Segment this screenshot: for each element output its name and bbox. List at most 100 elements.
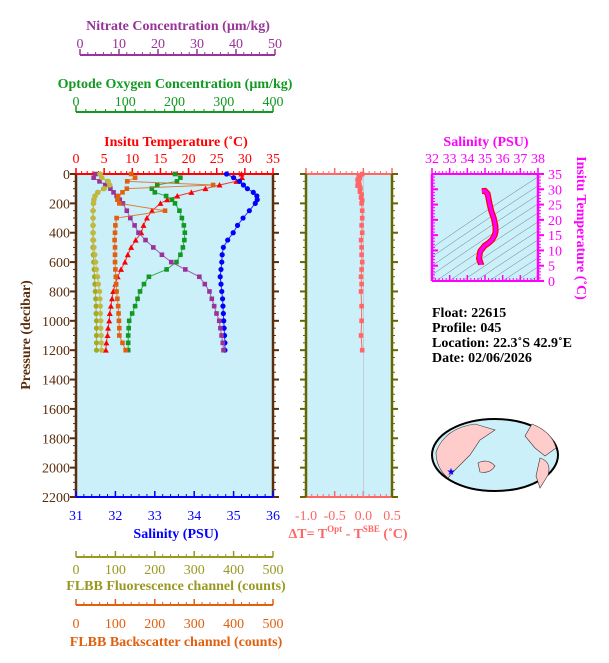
nitrate-tick-label: 50 bbox=[268, 37, 282, 52]
backscatter-data-point bbox=[112, 237, 117, 243]
temperature-data-point bbox=[109, 295, 116, 302]
temperature-data-point bbox=[174, 193, 181, 199]
delta-t-data-point bbox=[359, 192, 364, 197]
backscatter-data-point bbox=[114, 215, 119, 221]
delta-t-data-point bbox=[359, 252, 364, 258]
float-id: Float: 22615 bbox=[432, 306, 506, 321]
delta-t-data-point bbox=[358, 333, 364, 338]
pressure-tick-label: 1000 bbox=[42, 315, 70, 330]
backscatter-data-point bbox=[162, 208, 168, 214]
temperature-data-point bbox=[188, 189, 195, 195]
backscatter-data-point bbox=[117, 325, 122, 331]
nitrate-data-point bbox=[124, 208, 130, 214]
temperature-tick-label: 10 bbox=[125, 152, 139, 167]
salinity-data-point bbox=[246, 208, 252, 214]
nitrate-tick-label: 0 bbox=[77, 37, 84, 52]
salinity-data-point bbox=[221, 318, 227, 324]
backscatter-data-point bbox=[120, 340, 125, 346]
temperature-data-point bbox=[106, 310, 113, 316]
temperature-data-point bbox=[102, 347, 109, 353]
backscatter-data-point bbox=[112, 230, 118, 236]
ts-temperature-tick-label: 10 bbox=[548, 244, 562, 259]
fluorescence-data-point bbox=[95, 189, 101, 195]
fluorescence-data-point bbox=[101, 186, 107, 192]
fluorescence-axis-title: FLBB Fluorescence channel (counts) bbox=[66, 579, 286, 594]
temperature-data-point bbox=[239, 174, 246, 181]
ts-temperature-tick-label: 20 bbox=[548, 214, 562, 229]
salinity-data-point bbox=[219, 252, 225, 258]
fluorescence-data-point bbox=[91, 200, 97, 206]
fluorescence-data-point bbox=[90, 222, 96, 228]
pressure-tick-label: 0 bbox=[63, 168, 70, 183]
nitrate-data-point bbox=[143, 237, 148, 243]
fluorescence-data-point bbox=[97, 288, 103, 295]
temperature-tick-label: 25 bbox=[210, 152, 224, 167]
ts-salinity-tick-label: 37 bbox=[513, 152, 527, 167]
delta-t-data-point bbox=[359, 245, 364, 250]
oxygen-tick-label: 0 bbox=[73, 95, 80, 110]
salinity-data-point bbox=[220, 310, 226, 317]
backscatter-tick-label: 500 bbox=[263, 617, 284, 632]
ts-salinity-tick-label: 34 bbox=[460, 152, 474, 167]
nitrate-tick-label: 20 bbox=[151, 37, 165, 52]
location: Location: 22.3˚S 42.9˚E bbox=[432, 336, 572, 351]
map-land-south-america bbox=[535, 457, 550, 489]
delta-t-data-point bbox=[359, 230, 365, 236]
fluorescence-tick-label: 0 bbox=[73, 563, 80, 578]
delta-t-tick-label: 0.5 bbox=[383, 509, 401, 524]
oxygen-data-point bbox=[132, 303, 138, 309]
delta-t-data-point bbox=[359, 303, 364, 309]
nitrate-tick-label: 30 bbox=[190, 37, 204, 52]
delta-t-plot-area bbox=[306, 174, 392, 497]
temperature-data-point bbox=[104, 332, 111, 338]
salinity-tick-label: 32 bbox=[108, 509, 122, 524]
backscatter-data-point bbox=[116, 318, 122, 324]
pressure-tick-label: 200 bbox=[49, 197, 70, 212]
temperature-data-point bbox=[128, 244, 135, 250]
temperature-data-point bbox=[106, 317, 113, 324]
oxygen-data-point bbox=[177, 208, 182, 214]
backscatter-tick-label: 300 bbox=[184, 617, 205, 632]
delta-t-data-point bbox=[359, 281, 364, 287]
oxygen-data-point bbox=[126, 325, 131, 331]
backscatter-data-point bbox=[112, 259, 118, 265]
nitrate-data-point bbox=[218, 325, 223, 331]
nitrate-data-point bbox=[117, 197, 123, 202]
delta-t-data-point bbox=[359, 267, 364, 272]
ts-salinity-tick-label: 33 bbox=[443, 152, 457, 167]
oxygen-data-point bbox=[135, 296, 140, 302]
salinity-tick-label: 33 bbox=[148, 509, 162, 524]
ts-temperature-axis-title: Insitu Temperature (˚C) bbox=[573, 156, 588, 300]
pressure-tick-label: 1800 bbox=[42, 432, 70, 447]
delta-t-data-point bbox=[358, 237, 364, 243]
oxygen-data-point bbox=[178, 175, 183, 180]
salinity-tick-label: 31 bbox=[69, 509, 83, 524]
backscatter-data-point bbox=[120, 190, 125, 195]
delta-t-data-point bbox=[358, 289, 364, 294]
oxygen-tick-label: 100 bbox=[115, 95, 136, 110]
fluorescence-tick-label: 400 bbox=[223, 563, 244, 578]
data-marks bbox=[90, 171, 499, 497]
temperature-data-point bbox=[121, 259, 128, 265]
fluorescence-data-point bbox=[90, 208, 96, 214]
backscatter-data-point bbox=[132, 175, 138, 180]
fluorescence-data-point bbox=[98, 332, 104, 339]
salinity-data-point bbox=[219, 288, 225, 295]
nitrate-data-point bbox=[214, 311, 219, 316]
temperature-data-point bbox=[107, 303, 114, 309]
delta-t-data-point bbox=[357, 189, 363, 194]
nitrate-data-point bbox=[120, 201, 126, 206]
world-map: ★ bbox=[431, 418, 559, 492]
temperature-tick-label: 30 bbox=[238, 152, 252, 167]
fluorescence-data-point bbox=[97, 296, 103, 302]
backscatter-tick-label: 0 bbox=[73, 617, 80, 632]
backscatter-data-point bbox=[114, 289, 119, 294]
fluorescence-data-point bbox=[93, 318, 100, 324]
backscatter-data-point bbox=[124, 179, 130, 184]
temperature-tick-label: 5 bbox=[101, 152, 108, 167]
nitrate-data-point bbox=[128, 215, 133, 221]
fluorescence-data-point bbox=[93, 266, 100, 273]
oxygen-data-point bbox=[181, 223, 187, 228]
oxygen-data-point bbox=[152, 190, 158, 195]
ts-salinity-tick-label: 36 bbox=[496, 152, 510, 167]
